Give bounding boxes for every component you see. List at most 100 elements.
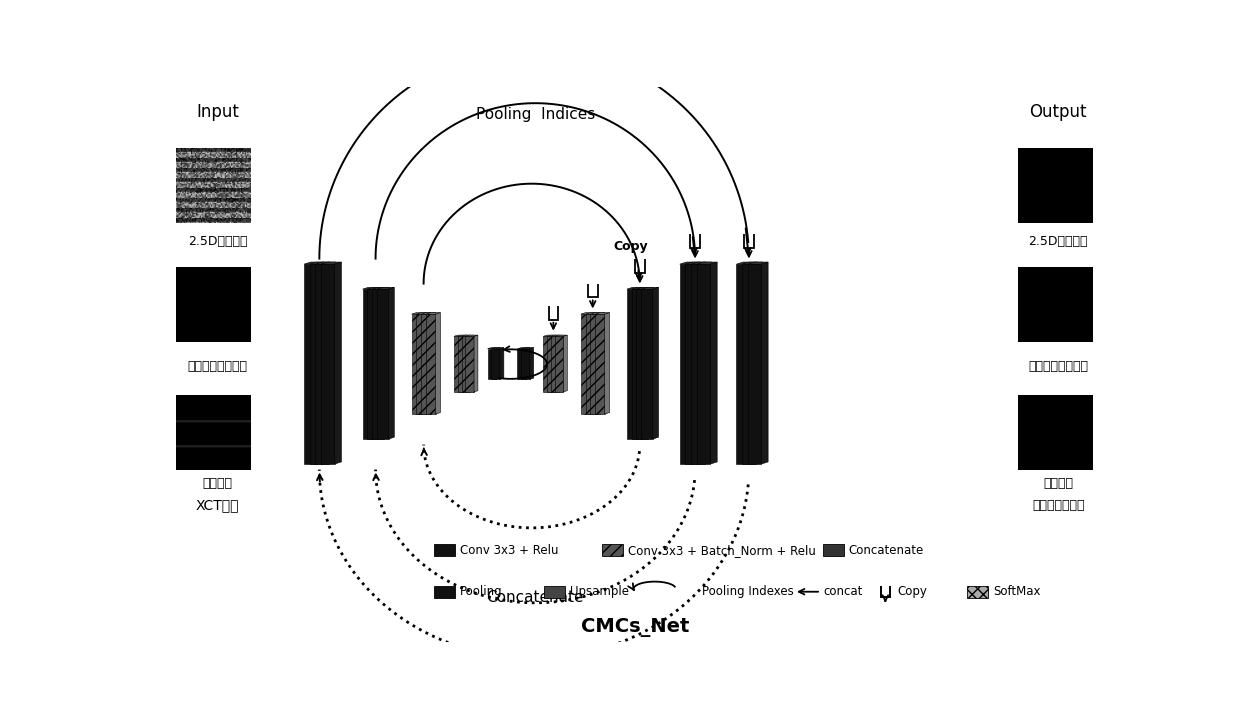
Polygon shape — [521, 348, 533, 349]
Polygon shape — [324, 262, 330, 464]
Polygon shape — [641, 288, 658, 289]
Polygon shape — [697, 262, 717, 264]
Polygon shape — [466, 335, 470, 392]
Polygon shape — [580, 314, 590, 414]
Text: Copy: Copy — [613, 240, 647, 253]
Polygon shape — [304, 264, 317, 464]
Polygon shape — [335, 262, 341, 464]
Polygon shape — [644, 288, 649, 439]
Text: Copy: Copy — [898, 585, 928, 598]
Text: 2.5D编织结构: 2.5D编织结构 — [1029, 236, 1087, 249]
Text: Output: Output — [1029, 102, 1087, 120]
Polygon shape — [543, 336, 552, 392]
Polygon shape — [551, 336, 559, 392]
Polygon shape — [526, 348, 529, 379]
Polygon shape — [590, 313, 595, 414]
Polygon shape — [590, 314, 600, 414]
Polygon shape — [310, 264, 324, 464]
Polygon shape — [422, 314, 430, 414]
Polygon shape — [704, 262, 712, 464]
Polygon shape — [422, 313, 427, 414]
Polygon shape — [680, 262, 699, 264]
Polygon shape — [636, 288, 653, 289]
Polygon shape — [517, 348, 529, 349]
Polygon shape — [590, 313, 605, 314]
Text: Input: Input — [196, 102, 239, 120]
Polygon shape — [491, 348, 503, 349]
Polygon shape — [458, 335, 470, 336]
Text: Conv 3x3 + Relu: Conv 3x3 + Relu — [460, 544, 558, 557]
Polygon shape — [580, 313, 595, 314]
Polygon shape — [372, 289, 383, 439]
Polygon shape — [317, 262, 324, 464]
Polygon shape — [652, 288, 658, 439]
Polygon shape — [367, 289, 379, 439]
Polygon shape — [321, 264, 335, 464]
Polygon shape — [430, 313, 435, 414]
Polygon shape — [465, 336, 474, 392]
Polygon shape — [595, 313, 610, 314]
Polygon shape — [461, 335, 474, 336]
Polygon shape — [559, 335, 563, 392]
Polygon shape — [474, 335, 477, 392]
Text: 2.5D编织结构: 2.5D编织结构 — [187, 236, 247, 249]
Polygon shape — [748, 262, 768, 264]
Polygon shape — [329, 262, 336, 464]
Polygon shape — [521, 349, 529, 379]
Polygon shape — [412, 314, 422, 414]
Bar — [823, 544, 844, 556]
Polygon shape — [374, 288, 379, 439]
Polygon shape — [737, 262, 756, 264]
Polygon shape — [627, 288, 644, 289]
Polygon shape — [547, 335, 559, 336]
Polygon shape — [412, 313, 427, 314]
Text: Upsample: Upsample — [570, 585, 629, 598]
Text: 三维四向编织结构: 三维四向编织结构 — [1028, 360, 1089, 373]
Polygon shape — [315, 264, 329, 464]
Polygon shape — [310, 262, 330, 264]
Text: Pooling  Indices: Pooling Indices — [476, 107, 595, 122]
Polygon shape — [529, 348, 533, 379]
Text: 三维四向编织结构: 三维四向编织结构 — [187, 360, 248, 373]
Polygon shape — [737, 264, 750, 464]
Polygon shape — [691, 262, 712, 264]
Polygon shape — [605, 313, 610, 414]
Polygon shape — [487, 349, 496, 379]
Bar — [434, 585, 455, 598]
Polygon shape — [641, 289, 652, 439]
Polygon shape — [595, 314, 605, 414]
Text: Conv 3x3 + Batch_Norm + Relu: Conv 3x3 + Batch_Norm + Relu — [627, 544, 816, 557]
Polygon shape — [680, 264, 693, 464]
Polygon shape — [496, 348, 500, 379]
Text: concat: concat — [823, 585, 863, 598]
Polygon shape — [686, 264, 699, 464]
Polygon shape — [487, 348, 500, 349]
Polygon shape — [711, 262, 717, 464]
Polygon shape — [743, 264, 755, 464]
Polygon shape — [556, 335, 559, 392]
Polygon shape — [693, 262, 699, 464]
Text: Pooling: Pooling — [460, 585, 502, 598]
Polygon shape — [379, 288, 384, 439]
Polygon shape — [367, 288, 384, 289]
Polygon shape — [585, 313, 600, 314]
Polygon shape — [465, 335, 477, 336]
Polygon shape — [517, 349, 526, 379]
Polygon shape — [639, 288, 644, 439]
Polygon shape — [554, 336, 563, 392]
Polygon shape — [454, 335, 466, 336]
Text: Pooling Indexes: Pooling Indexes — [702, 585, 794, 598]
Polygon shape — [691, 264, 704, 464]
Text: Concatenate: Concatenate — [849, 544, 924, 557]
Polygon shape — [362, 288, 379, 289]
Polygon shape — [461, 336, 470, 392]
Polygon shape — [595, 313, 600, 414]
Polygon shape — [315, 262, 336, 264]
Polygon shape — [743, 262, 763, 264]
Polygon shape — [417, 314, 427, 414]
Polygon shape — [427, 313, 440, 314]
Polygon shape — [563, 335, 567, 392]
Polygon shape — [755, 262, 763, 464]
Polygon shape — [750, 262, 756, 464]
Polygon shape — [627, 289, 639, 439]
